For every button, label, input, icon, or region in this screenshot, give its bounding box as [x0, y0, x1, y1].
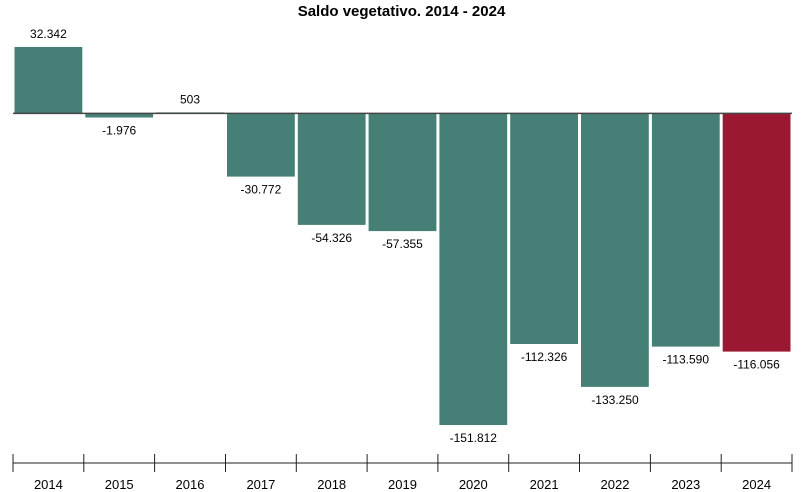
- bar-2014: [14, 47, 83, 114]
- bar-2019: [368, 113, 437, 232]
- x-axis: 2014 2015 2016 2017 2018 2019 2020 2021 2022 2023…: [12, 454, 793, 492]
- chart-title: Saldo vegetativo. 2014 - 2024: [297, 3, 506, 20]
- bar-2018: [297, 113, 366, 225]
- value-label-2021: -112.326: [521, 350, 568, 364]
- x-tick-label-2021: 2021: [530, 477, 559, 492]
- x-tick-label-2014: 2014: [34, 477, 63, 492]
- value-label-2018: -54.326: [311, 231, 352, 245]
- x-tick-label-2017: 2017: [246, 477, 275, 492]
- x-tick-label-2016: 2016: [176, 477, 205, 492]
- value-label-2020: -151.812: [450, 431, 498, 445]
- bar-2022: [581, 113, 649, 387]
- bar-2021: [510, 113, 578, 345]
- value-label-2024: -116.056: [733, 358, 780, 372]
- value-label-2016: 503: [180, 92, 200, 106]
- x-tick-label-2018: 2018: [317, 477, 346, 492]
- value-label-2017: -30.772: [241, 183, 282, 197]
- x-tick-label-2023: 2023: [671, 477, 700, 492]
- bar-2015: [85, 113, 154, 118]
- bar-2024: [722, 113, 791, 352]
- bar-2023: [651, 113, 720, 347]
- bar-2017: [227, 113, 295, 177]
- bars-group: [14, 47, 791, 426]
- x-tick-label-2015: 2015: [105, 477, 134, 492]
- x-tick-label-2019: 2019: [388, 477, 417, 492]
- value-labels-group: 32.342 -1.976 503 -30.772 -54.326 -57.355 -151…: [30, 27, 780, 445]
- x-tick-label-2024: 2024: [742, 477, 771, 492]
- value-label-2015: -1.976: [102, 123, 136, 137]
- x-tick-label-2020: 2020: [459, 477, 488, 492]
- value-label-2014: 32.342: [30, 27, 67, 41]
- value-label-2019: -57.355: [382, 237, 423, 251]
- x-tick-label-2022: 2022: [601, 477, 630, 492]
- bar-2020: [439, 113, 508, 426]
- value-label-2023: -113.590: [663, 353, 710, 367]
- value-label-2022: -133.250: [591, 393, 639, 407]
